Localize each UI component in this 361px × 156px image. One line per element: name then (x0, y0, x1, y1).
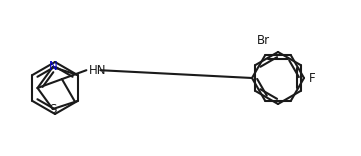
Text: F: F (309, 71, 316, 85)
Text: HN: HN (90, 64, 107, 77)
Text: S: S (49, 102, 56, 116)
Text: N: N (48, 61, 57, 73)
Text: Br: Br (256, 34, 270, 47)
